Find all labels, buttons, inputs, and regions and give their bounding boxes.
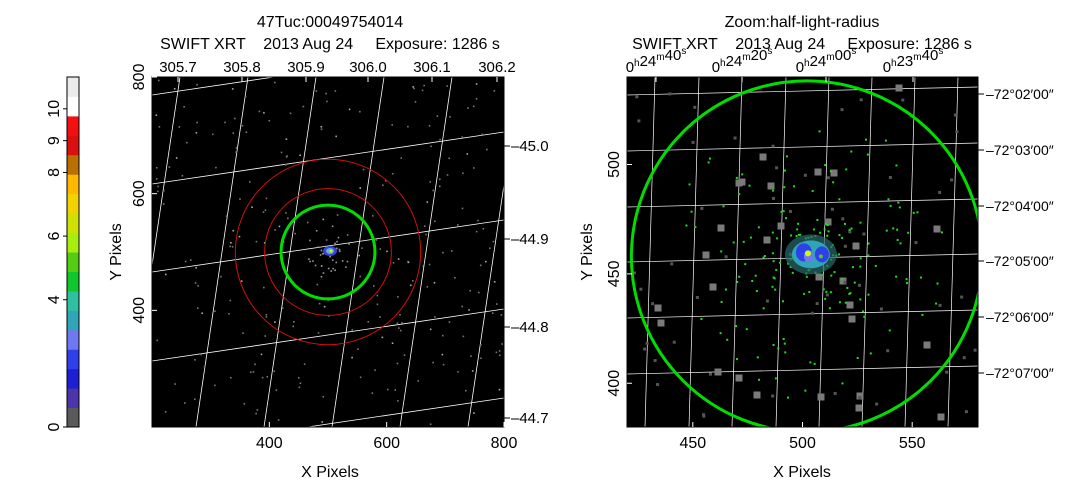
left-right-tick-label: –45.0 (511, 138, 549, 155)
left-top-tick-label: 305.7 (159, 59, 197, 76)
colorbar-swatch (67, 174, 79, 195)
left-right-tick-label: –44.7 (511, 410, 549, 427)
right-region-circles (629, 79, 978, 427)
right-region-half-light-radius (629, 79, 978, 427)
colorbar-tick-label: 9 (46, 136, 63, 145)
right-x-tick-label: 450 (679, 435, 706, 452)
colorbar-swatch (67, 368, 79, 389)
left-subtitle: SWIFT XRT 2013 Aug 24 Exposure: 1286 s (160, 36, 500, 53)
colorbar-swatch (67, 213, 79, 234)
left-right-tick-label: –44.8 (511, 319, 549, 336)
colorbar-tick-label: 0 (46, 422, 63, 431)
right-top-tick-label: 0h23m40s (883, 46, 944, 76)
left-top-tick-label: 306.1 (413, 59, 451, 76)
right-top-tick-label: 0h24m40s (626, 46, 687, 76)
colorbar-tick-label: 4 (46, 295, 63, 304)
right-title: Zoom:half-light-radius (725, 14, 880, 31)
colorbar-swatch (67, 252, 79, 272)
left-region-background-inner (264, 188, 392, 316)
colorbar-swatch (67, 77, 79, 97)
colorbar-tick-label: 8 (46, 168, 63, 177)
colorbar-swatch (67, 193, 79, 214)
colorbar-tick-label: 10 (46, 100, 63, 118)
right-x-tick-label: 500 (789, 435, 816, 452)
left-top-tick-label: 305.8 (223, 59, 261, 76)
left-y-tick-label: 400 (131, 297, 148, 324)
colorbar-swatch (67, 154, 79, 175)
right-top-tick-label: 0h24m20s (712, 46, 773, 76)
left-region-source (279, 203, 377, 301)
right-y-tick-label: 400 (606, 370, 623, 397)
colorbar: 0 4 8 10 6 9 (46, 76, 80, 431)
right-right-tick-label: –72°04′00″ (986, 198, 1054, 214)
left-top-tick-label: 306.2 (478, 59, 516, 76)
left-y-tick-label: 800 (131, 64, 148, 91)
left-x-tick-label: 800 (491, 435, 518, 452)
left-y-tick-label: 600 (131, 180, 148, 207)
colorbar-swatch (67, 135, 79, 156)
right-top-tick-label: 0h24m00s (796, 46, 857, 76)
left-x-tick-label: 600 (373, 435, 400, 452)
colorbar-tick-label: 6 (46, 232, 63, 241)
colorbar-swatch (67, 310, 79, 331)
right-right-tick-label: –72°07′00″ (986, 365, 1054, 381)
colorbar-swatch (67, 232, 79, 253)
zoom-panel: Zoom:half-light-radius SWIFT XRT 2013 Au… (579, 14, 1054, 481)
left-x-tick-label: 400 (256, 435, 283, 452)
colorbar-swatch (67, 349, 79, 370)
right-right-tick-label: –72°02′00″ (986, 86, 1054, 102)
left-top-tick-label: 305.9 (287, 59, 325, 76)
right-y-axis-label: Y Pixels (579, 223, 596, 281)
right-right-tick-label: –72°05′00″ (986, 253, 1054, 269)
colorbar-swatch (67, 290, 79, 311)
left-y-axis-label: Y Pixels (108, 223, 125, 281)
right-subtitle: SWIFT XRT 2013 Aug 24 Exposure: 1286 s (632, 36, 972, 53)
full-field-panel: 47Tuc:00049754014 SWIFT XRT 2013 Aug 24 … (108, 14, 549, 481)
left-source-blob (323, 246, 337, 256)
colorbar-swatch (67, 96, 79, 117)
colorbar-swatch (67, 115, 79, 136)
right-source-blob (784, 234, 837, 275)
right-right-tick-label: –72°06′00″ (986, 309, 1054, 325)
left-top-tick-label: 306.0 (349, 59, 387, 76)
left-right-tick-label: –44.9 (511, 231, 549, 248)
left-title: 47Tuc:00049754014 (257, 14, 403, 31)
right-y-tick-label: 500 (606, 151, 623, 178)
left-region-background-outer (234, 158, 422, 346)
left-region-circles (234, 158, 422, 346)
right-x-axis-label: X Pixels (773, 464, 831, 481)
colorbar-swatch (67, 388, 79, 409)
right-right-tick-label: –72°03′00″ (986, 142, 1054, 158)
colorbar-swatch (67, 329, 79, 350)
left-coordinate-grid (152, 77, 504, 427)
left-x-axis-label: X Pixels (301, 464, 359, 481)
right-y-tick-label: 450 (606, 260, 623, 287)
right-x-tick-label: 550 (899, 435, 926, 452)
right-coordinate-grid (627, 77, 978, 427)
left-photon-events (155, 79, 503, 426)
colorbar-swatch (67, 407, 79, 428)
colorbar-swatch (67, 271, 79, 292)
